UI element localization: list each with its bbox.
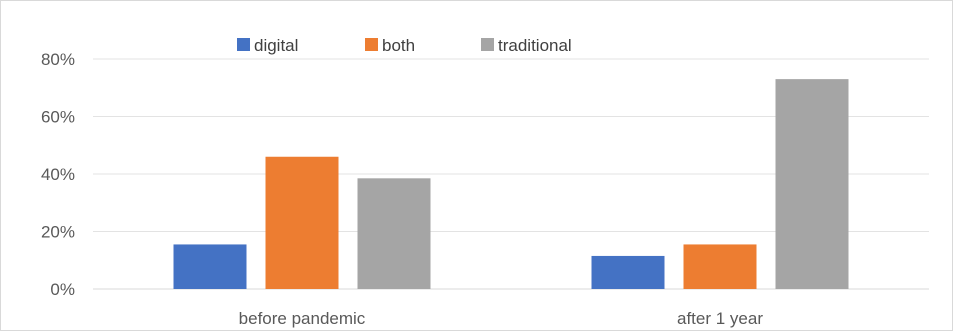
legend-swatch-traditional — [481, 38, 494, 51]
legend-label-traditional: traditional — [498, 36, 572, 55]
legend-swatch-digital — [237, 38, 250, 51]
category-label: before pandemic — [239, 309, 366, 328]
y-tick-label: 40% — [41, 165, 75, 184]
bar-digital-0 — [173, 244, 247, 289]
y-tick-label: 60% — [41, 108, 75, 127]
y-tick-label: 20% — [41, 223, 75, 242]
bar-traditional-0 — [357, 178, 431, 289]
category-label: after 1 year — [677, 309, 763, 328]
bar-both-0 — [265, 156, 339, 289]
y-tick-label: 80% — [41, 50, 75, 69]
legend-label-both: both — [382, 36, 415, 55]
legend-swatch-both — [365, 38, 378, 51]
legend-label-digital: digital — [254, 36, 298, 55]
bar-traditional-1 — [775, 79, 849, 289]
bar-digital-1 — [591, 255, 665, 289]
y-tick-label: 0% — [50, 280, 75, 299]
bar-both-1 — [683, 244, 757, 289]
